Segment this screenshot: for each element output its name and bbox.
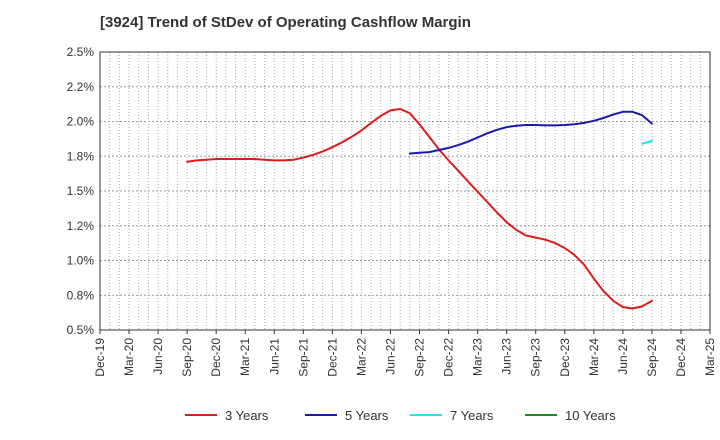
x-tick-label: Mar-23 (471, 338, 485, 376)
series-line-5-years (408, 110, 653, 155)
x-tick-label: Sep-22 (413, 338, 427, 377)
y-tick-label: 2.5% (67, 45, 95, 59)
x-tick-label: Sep-24 (645, 338, 659, 377)
series-lines (186, 108, 653, 310)
x-tick-label: Dec-20 (209, 338, 223, 377)
chart-title: [3924] Trend of StDev of Operating Cashf… (100, 14, 471, 31)
y-tick-label: 1.5% (67, 184, 95, 198)
x-tick-label: Jun-24 (616, 338, 630, 375)
series-line-3-years (186, 108, 653, 310)
x-tick-label: Sep-21 (296, 338, 310, 377)
x-tick-label: Mar-21 (238, 338, 252, 376)
axes: 0.5% 0.8% 1.0% 1.2% 1.5% 1.8% 2.0% 2.2% 2.5% Dec-… (67, 45, 717, 377)
x-tick-label: Dec-22 (442, 338, 456, 377)
y-tick-label: 0.5% (67, 323, 95, 337)
legend-label: 5 Years (345, 408, 389, 423)
x-tick-label: Dec-23 (558, 338, 572, 377)
y-tick-label: 1.8% (67, 149, 95, 163)
x-tick-label: Sep-20 (180, 338, 194, 377)
x-tick-label: Dec-24 (674, 338, 688, 377)
plot-border (99, 51, 711, 331)
series-line-7-years (641, 140, 653, 145)
x-tick-label: Jun-20 (151, 338, 165, 375)
x-tick-label: Dec-21 (325, 338, 339, 377)
x-tick-label: Sep-23 (529, 338, 543, 377)
y-tick-label: 0.8% (67, 288, 95, 302)
x-tick-label: Mar-22 (354, 338, 368, 376)
y-tick-label: 2.2% (67, 80, 95, 94)
x-tick-label: Jun-21 (267, 338, 281, 375)
x-tick-label: Jun-22 (383, 338, 397, 375)
x-tick-label: Jun-23 (500, 338, 514, 375)
x-tick-label: Dec-19 (93, 338, 107, 377)
y-tick-label: 2.0% (67, 115, 95, 129)
x-tick-label: Mar-20 (122, 338, 136, 376)
legend-label: 7 Years (450, 408, 494, 423)
legend-label: 3 Years (225, 408, 269, 423)
x-tick-label: Mar-24 (587, 338, 601, 376)
legend-label: 10 Years (565, 408, 616, 423)
y-tick-label: 1.0% (67, 254, 95, 268)
x-tick-label: Mar-25 (703, 338, 717, 376)
legend: 3 Years 5 Years 7 Years 10 Years (185, 408, 616, 423)
y-tick-label: 1.2% (67, 219, 95, 233)
